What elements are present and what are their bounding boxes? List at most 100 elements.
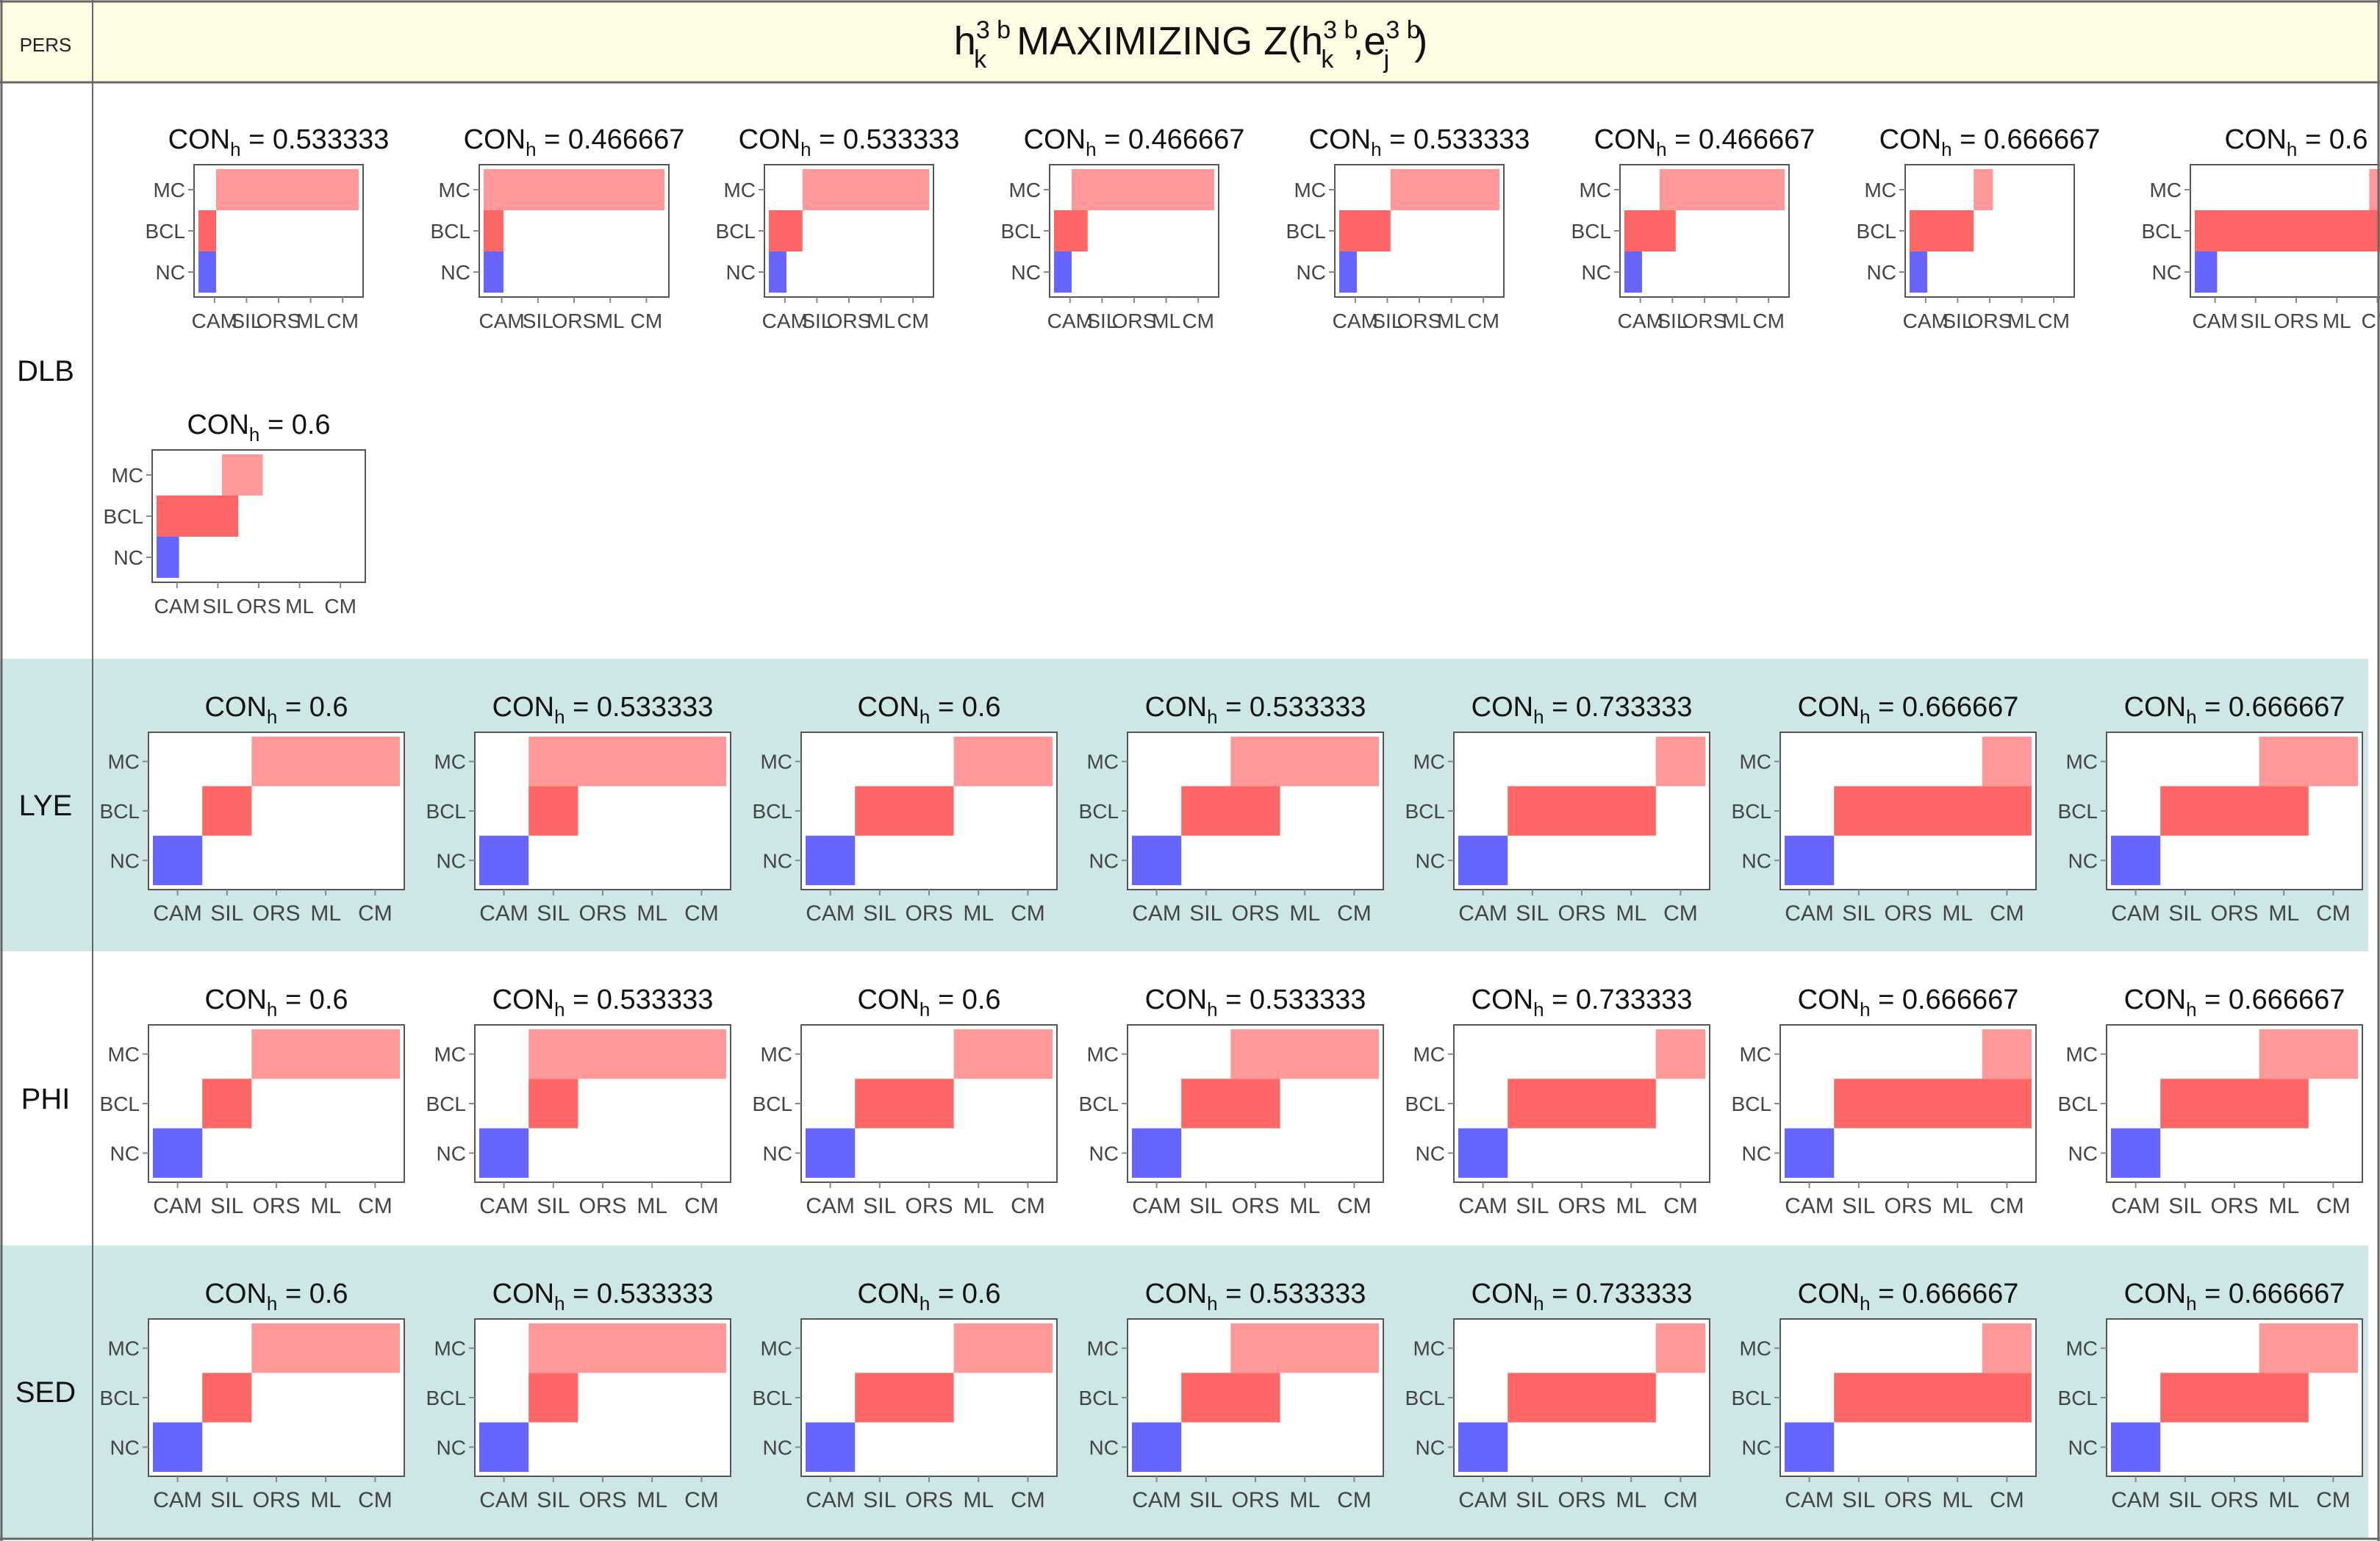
cell-nc [153,835,203,885]
panel-label: CONh = 0.533333 [492,984,714,1020]
x-tick-label: CAM [806,1194,855,1218]
cell-mc [215,169,359,210]
y-tick-label: MC [107,1337,140,1360]
cell-bcl [855,1079,954,1129]
cell-nc [198,251,216,293]
x-tick-label: ORS [905,901,953,926]
cell-mc [1982,737,2032,787]
x-tick-label: SIL [1942,310,1973,332]
cell-nc [1132,1128,1182,1178]
x-tick-label: ORS [1884,1488,1932,1512]
y-tick-label: NC [1089,1142,1119,1165]
y-tick-label: NC [1089,849,1119,872]
x-tick-label: ML [963,1194,994,1218]
panel-label: CONh = 0.666667 [2124,692,2345,728]
x-tick-label: ML [1942,1194,1973,1218]
panel-label: CONh = 0.533333 [1145,1279,1366,1315]
x-tick-label: CM [2362,310,2380,332]
y-tick-label: NC [1416,849,1445,872]
panel-label: CONh = 0.6 [857,984,1000,1020]
persona-row-phi: PHI CONh = 0.6 MC BCL NC CAM SIL ORS ML CM CONh = … [21,984,2363,1218]
cell-bcl [855,786,954,836]
cell-nc [1458,835,1508,885]
y-tick-label: NC [763,1142,792,1165]
x-tick-label: SIL [801,310,832,332]
x-tick-label: SIL [863,1194,896,1218]
x-tick-label: SIL [863,901,896,926]
x-tick-label: CM [1011,1488,1045,1512]
cell-bcl [769,210,803,251]
y-tick-label: MC [1413,751,1445,773]
x-tick-label: CM [684,901,719,926]
x-tick-label: CAM [1785,901,1834,926]
y-tick-label: BCL [716,220,756,243]
cell-nc [1785,1128,1835,1178]
persona-row-sed: SED CONh = 0.6 MC BCL NC CAM SIL ORS ML CM CONh = … [0,1245,2368,1538]
panel-label: CONh = 0.533333 [1309,124,1530,160]
x-tick-label: CAM [192,310,237,332]
panel-label: CONh = 0.6 [187,410,330,446]
x-tick-label: ORS [257,310,301,332]
panel-label: CONh = 0.533333 [168,124,390,160]
panel-label: CONh = 0.666667 [1798,1279,2019,1315]
y-tick-label: BCL [100,1387,140,1409]
cell-mc [953,1029,1053,1079]
y-tick-label: MC [434,1337,466,1360]
y-tick-label: BCL [753,1093,792,1115]
x-tick-label: ML [285,595,314,618]
x-tick-label: SIL [2240,310,2271,332]
x-tick-label: ML [1616,901,1646,926]
x-tick-label: ORS [237,595,282,618]
x-tick-label: ORS [2274,310,2319,332]
y-tick-label: BCL [2058,1387,2098,1409]
y-tick-label: MC [153,179,185,201]
x-tick-label: ORS [1558,901,1605,926]
cell-mc [953,1323,1053,1373]
x-tick-label: SIL [537,1194,570,1218]
x-tick-label: ORS [2210,1194,2258,1218]
persona-label: DLB [17,355,74,387]
x-tick-label: CAM [762,310,808,332]
x-tick-label: ML [637,901,667,926]
panel-label: CONh = 0.6 [2224,124,2368,160]
cell-bcl [2160,1079,2309,1129]
x-tick-label: CAM [2192,310,2237,332]
x-tick-label: ML [2323,310,2351,332]
cell-nc [1624,251,1642,293]
y-tick-label: NC [2068,1142,2098,1165]
x-tick-label: SIL [202,595,233,618]
y-tick-label: NC [2152,261,2182,284]
cell-mc [1390,169,1499,210]
cell-bcl [202,1373,252,1423]
x-tick-label: CAM [1132,1194,1181,1218]
y-tick-label: BCL [426,800,466,823]
x-tick-label: ML [2268,1488,2299,1512]
y-tick-label: BCL [1732,1093,1771,1115]
y-tick-label: MC [1864,179,1896,201]
y-tick-label: BCL [1079,800,1119,823]
y-tick-label: MC [107,751,140,773]
y-tick-label: NC [110,1142,140,1165]
x-tick-label: CM [1182,310,1214,332]
x-tick-label: CM [897,310,929,332]
x-tick-label: CAM [2111,1194,2160,1218]
cell-nc [806,1128,856,1178]
cell-mc [528,1323,726,1373]
y-tick-label: NC [1011,261,1041,284]
panel-label: CONh = 0.466667 [1024,124,1245,160]
x-tick-label: ML [2268,901,2299,926]
x-tick-label: CM [1663,901,1698,926]
x-tick-label: SIL [1372,310,1402,332]
y-tick-label: BCL [1405,1093,1445,1115]
x-tick-label: ML [1942,901,1973,926]
cell-bcl [2160,786,2309,836]
cell-nc [1458,1128,1508,1178]
panel-label: CONh = 0.666667 [1798,692,2019,728]
x-tick-label: ORS [1682,310,1727,332]
y-tick-label: BCL [100,1093,140,1115]
persona-label: LYE [19,790,73,822]
x-tick-label: CM [1663,1488,1698,1512]
cell-bcl [855,1373,954,1423]
x-tick-label: ORS [1112,310,1157,332]
panel-label: CONh = 0.533333 [1145,692,1366,728]
